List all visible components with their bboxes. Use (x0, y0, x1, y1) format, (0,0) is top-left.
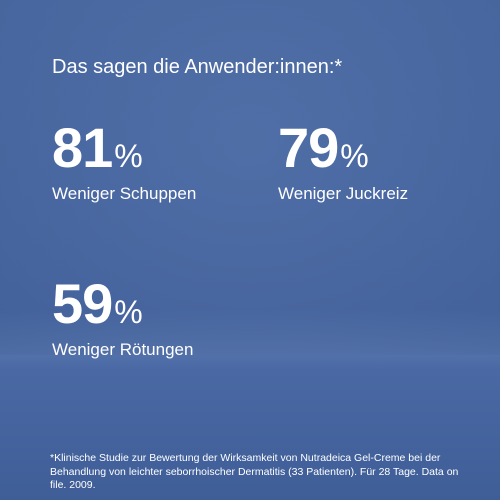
stat-value: 79 (278, 116, 339, 179)
stat-unit: % (114, 138, 143, 174)
stat-figure: 81% (52, 120, 196, 176)
stat-value: 59 (52, 272, 113, 335)
stat-value: 81 (52, 116, 113, 179)
footnote: *Klinische Studie zur Bewertung der Wirk… (50, 452, 459, 491)
stat-label: Weniger Schuppen (52, 184, 197, 203)
stat: 59% Weniger Rötungen (52, 276, 193, 360)
stat-label: Weniger Rötungen (52, 340, 194, 359)
stat: 79% Weniger Juckreiz (278, 120, 408, 204)
stat-figure: 59% (52, 276, 193, 332)
stat-label: Weniger Juckreiz (278, 184, 409, 203)
stat-figure: 79% (278, 120, 408, 176)
stat-unit: % (340, 138, 369, 174)
background (0, 0, 500, 355)
title: Das sagen die Anwender:innen:* (52, 56, 343, 78)
stat: 81% Weniger Schuppen (52, 120, 196, 204)
stat-unit: % (114, 294, 143, 330)
